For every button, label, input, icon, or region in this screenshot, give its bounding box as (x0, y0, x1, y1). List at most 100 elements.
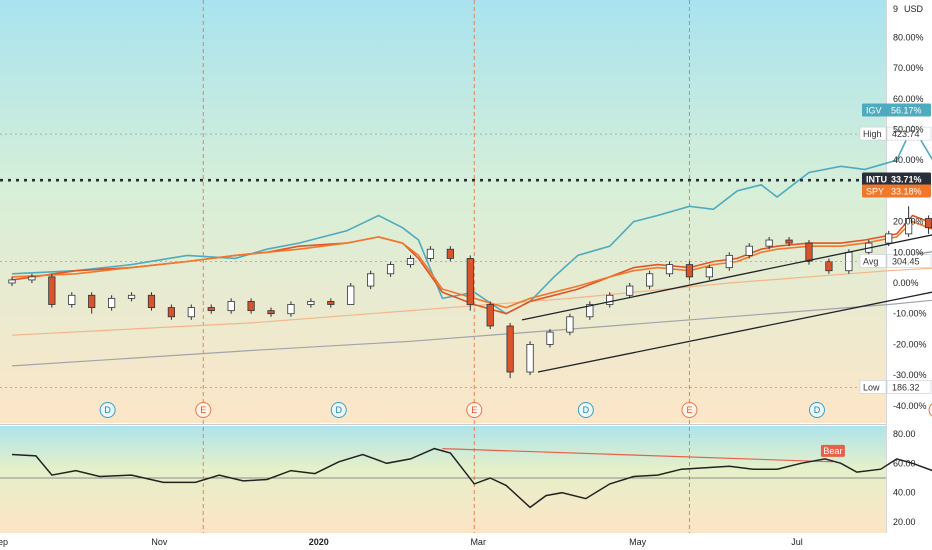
candle-body-5 (108, 297, 116, 308)
price-y-tick-11: -30.00% (893, 370, 927, 380)
price-y-tick-8: 0.00% (893, 278, 919, 288)
price-y-tick-3: 50.00% (893, 125, 924, 135)
oscillator-panel-background (0, 426, 886, 533)
candle-body-16 (327, 301, 335, 305)
oscillator-y-tick-0: 80.00 (893, 429, 916, 439)
moving-average-line-1 (11, 299, 932, 367)
candle-body-37 (745, 245, 753, 256)
price-y-tick-12: -40.00% (893, 401, 927, 411)
candle-body-24 (486, 304, 494, 327)
price-levels: High 423.74 Avg 304.45 Low 186.32 (0, 126, 932, 394)
price-level-label-2: Avg (863, 257, 878, 267)
price-y-tick-7: 10.00% (893, 247, 924, 257)
candle-body-2 (48, 276, 56, 305)
channel-line-lower (537, 291, 932, 373)
price-level-value-0: 423.74 (892, 129, 920, 139)
candle-body-6 (127, 294, 136, 299)
candle-body-39 (785, 239, 793, 244)
price-y-tick-9: -10.00% (893, 309, 927, 319)
candle-body-31 (626, 285, 634, 296)
earnings-marker-0 (195, 402, 212, 418)
candle-body-45 (905, 218, 913, 235)
candle-body-13 (267, 310, 275, 315)
candle-body-29 (586, 304, 594, 318)
price-level-value-box-2 (886, 254, 932, 268)
earnings-marker-3 (928, 403, 932, 417)
dividend-marker-0 (99, 402, 116, 418)
candle-body-8 (167, 307, 175, 318)
series-tag-box-igv (862, 103, 931, 117)
x-tick-0: Sep (0, 537, 8, 547)
candle-body-40 (805, 242, 813, 262)
series-tag-value-intu: 33.71% (891, 175, 922, 185)
event-markers: EEEEEEEDDDDDD (99, 402, 932, 418)
earnings-marker-1 (466, 402, 483, 418)
candle-body-22 (446, 248, 454, 259)
dividend-marker-1 (330, 402, 347, 418)
candle-body-15 (307, 301, 315, 305)
series-tag-value-igv: 56.17% (891, 106, 922, 116)
price-y-tick-10: -20.00% (893, 339, 927, 349)
oscillator-y-tick-1: 60.00 (893, 458, 916, 468)
candle-body-41 (825, 261, 833, 272)
candle-body-17 (347, 285, 355, 305)
time-axis-background (0, 533, 932, 550)
oscillator-y-tick-3: 20.00 (893, 517, 916, 527)
candle-body-25 (506, 325, 514, 373)
x-tick-1: Nov (151, 537, 168, 547)
price-level-label-box-2 (859, 254, 887, 268)
candle-body-33 (665, 264, 674, 275)
oscillator-y-tick-2: 40.00 (893, 488, 916, 498)
series-tag-box-intu (862, 172, 931, 186)
trend-channel (521, 234, 932, 373)
candle-body-14 (287, 304, 295, 315)
candle-body-1 (28, 276, 36, 281)
earnings-marker-label-1: E (471, 405, 477, 415)
moving-average-line-0 (11, 267, 932, 336)
earnings-marker-label-2: E (686, 405, 692, 415)
candle-body-27 (546, 331, 554, 345)
price-level-label-0: High (863, 129, 882, 139)
candle-body-11 (227, 301, 235, 312)
earnings-marker-2 (681, 402, 698, 418)
dividend-marker-3 (808, 402, 825, 418)
dividend-marker-2 (577, 402, 594, 418)
series-line-spy (11, 220, 932, 309)
price-panel-background (0, 0, 886, 423)
channel-line-upper (521, 234, 932, 321)
candle-body-30 (606, 294, 614, 305)
price-y-tick-6: 20.00% (893, 217, 924, 227)
candle-body-3 (68, 294, 76, 305)
series-tag-name-igv: IGV (866, 106, 882, 116)
dividend-marker-label-3: D (814, 405, 821, 415)
candle-body-35 (705, 267, 713, 278)
series-line-igv (11, 124, 932, 315)
candle-body-18 (367, 273, 375, 287)
axis-unit-label: USD (904, 4, 924, 14)
price-y-tick-0: 80.00% (893, 32, 924, 42)
candle-body-32 (646, 273, 654, 287)
candle-body-28 (566, 316, 574, 333)
candle-body-7 (147, 294, 156, 308)
dividend-marker-label-1: D (336, 405, 343, 415)
series-tag-box-spy (862, 184, 931, 198)
divergence-label-box-0 (820, 444, 845, 457)
price-level-label-box-0 (859, 126, 887, 141)
candle-body-0 (8, 279, 16, 284)
divergence-label-0: Bear (823, 446, 842, 456)
x-tick-5: Jul (791, 537, 803, 547)
candle-body-23 (466, 258, 474, 305)
candle-body-4 (88, 294, 96, 308)
candle-body-12 (247, 301, 255, 312)
candle-body-21 (426, 248, 435, 259)
candle-body-44 (885, 233, 893, 244)
axis-top-label: 9 (893, 4, 898, 14)
oscillator-line-0 (11, 447, 932, 509)
price-y-tick-4: 40.00% (893, 155, 924, 165)
price-level-value-3: 186.32 (892, 382, 920, 392)
price-level-label-3: Low (863, 382, 880, 392)
x-tick-3: Mar (470, 537, 486, 547)
candle-body-46 (924, 218, 932, 229)
price-y-tick-2: 60.00% (893, 94, 924, 104)
